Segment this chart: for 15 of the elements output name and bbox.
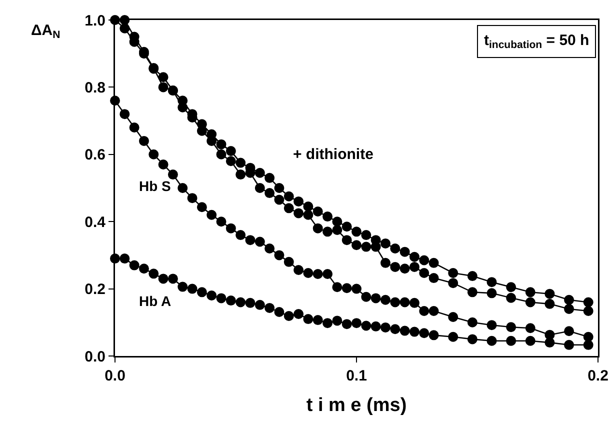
y-tick-label: 0.8 — [84, 79, 106, 96]
y-tick-label: 0.2 — [84, 281, 106, 298]
y-tick-label: 0.4 — [84, 214, 106, 231]
annotation: + dithionite — [293, 146, 374, 163]
x-tick-label: 0.1 — [346, 368, 367, 384]
x-tick-label: 0.0 — [104, 368, 126, 384]
y-tick-label: 1.0 — [84, 12, 106, 30]
y-axis-title: ΔA$_{N}$ — [31, 22, 60, 42]
annotation: t$_{incubation}$ = 50 h — [484, 32, 590, 52]
y-tick-label: 0.0 — [84, 348, 106, 366]
series-label: Hb A — [139, 293, 172, 309]
series-label: Hb S — [139, 178, 171, 194]
x-axis-title: t i m e (ms) — [306, 395, 407, 416]
y-tick-label: 0.6 — [84, 146, 106, 164]
x-tick-label: 0.2 — [588, 368, 608, 384]
